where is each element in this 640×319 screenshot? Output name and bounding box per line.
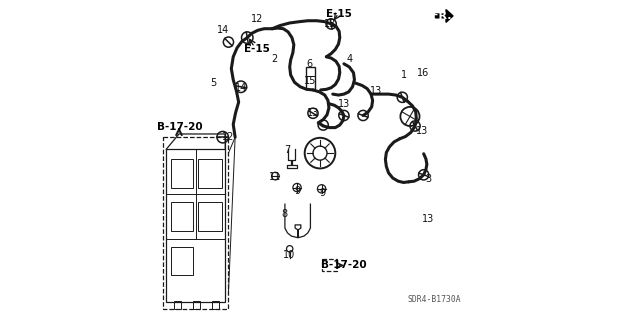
Text: 1: 1 — [401, 70, 406, 80]
Text: FR.: FR. — [431, 11, 452, 21]
Bar — [171, 202, 193, 231]
Bar — [193, 301, 200, 309]
Bar — [198, 159, 222, 188]
Text: 15: 15 — [304, 76, 317, 86]
Text: 13: 13 — [307, 108, 319, 118]
Text: 8: 8 — [282, 209, 287, 219]
Text: 7: 7 — [284, 145, 291, 155]
Text: 13: 13 — [338, 99, 350, 109]
Bar — [174, 301, 180, 309]
Text: SDR4-B1730A: SDR4-B1730A — [408, 295, 461, 304]
Bar — [166, 149, 225, 302]
Text: 14: 14 — [216, 25, 229, 35]
Bar — [163, 137, 228, 309]
Bar — [212, 301, 219, 309]
Text: 13: 13 — [371, 86, 383, 96]
Text: 6: 6 — [306, 59, 312, 69]
Bar — [322, 259, 337, 271]
Text: 11: 11 — [269, 172, 281, 182]
Polygon shape — [435, 10, 453, 22]
Bar — [198, 202, 222, 231]
Text: 12: 12 — [222, 132, 235, 142]
Text: 3: 3 — [426, 174, 431, 184]
Bar — [171, 159, 193, 188]
Text: 12: 12 — [251, 13, 263, 24]
Text: 9: 9 — [319, 188, 326, 198]
Text: 13: 13 — [422, 214, 434, 225]
Text: 10: 10 — [283, 250, 295, 260]
Text: 9: 9 — [294, 186, 301, 197]
Text: 16: 16 — [417, 68, 429, 78]
Text: E-15: E-15 — [244, 44, 270, 54]
Bar — [171, 247, 193, 275]
Text: 2: 2 — [271, 54, 278, 64]
Text: 13: 13 — [416, 126, 428, 136]
Bar — [306, 67, 316, 89]
Text: 13: 13 — [324, 19, 337, 29]
Text: B-17-20: B-17-20 — [157, 122, 202, 132]
Text: E-15: E-15 — [326, 9, 352, 19]
Text: 4: 4 — [347, 54, 353, 64]
Text: 5: 5 — [210, 78, 216, 88]
Text: 14: 14 — [235, 83, 247, 93]
Text: B-17-20: B-17-20 — [321, 260, 367, 271]
